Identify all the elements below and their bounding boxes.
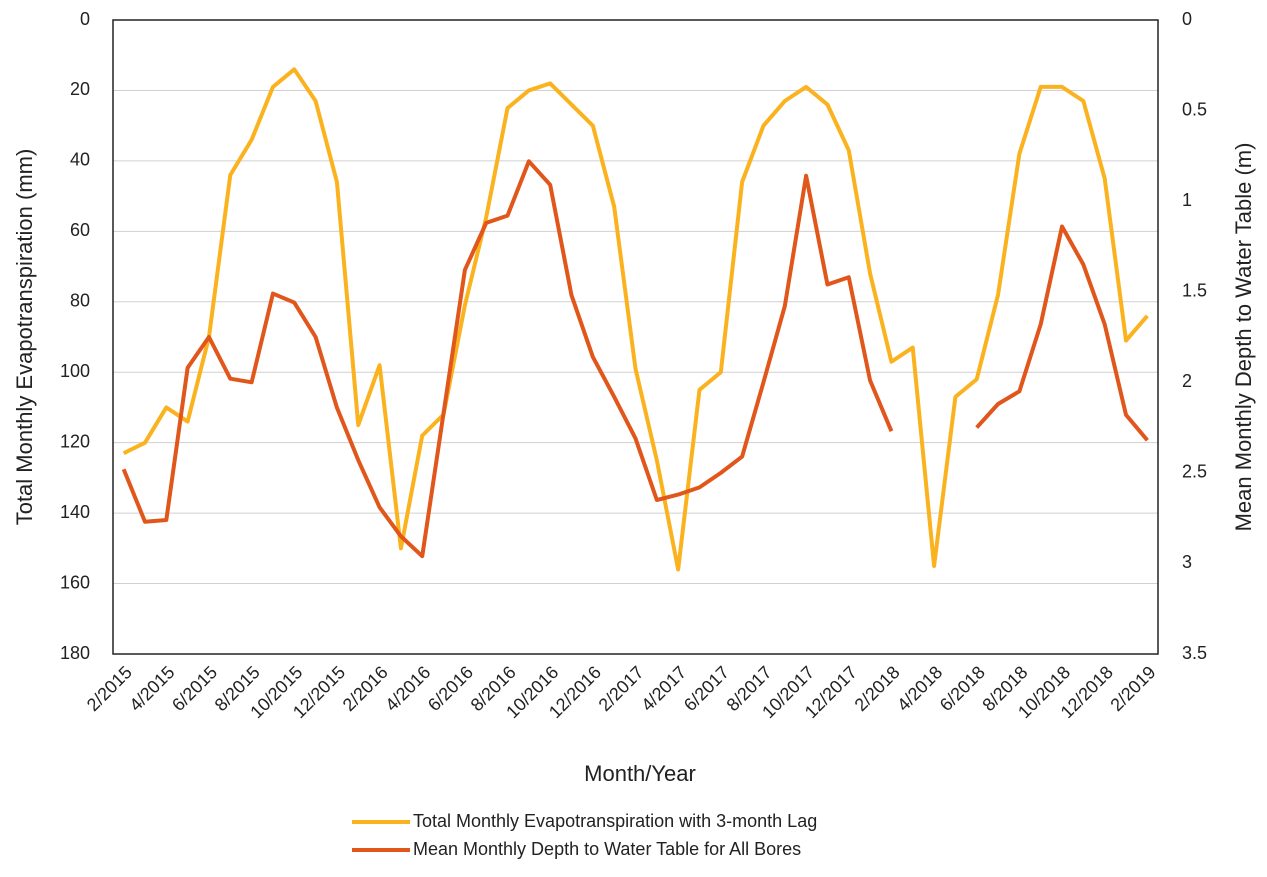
x-tick-label: 2/2019 <box>1106 662 1159 715</box>
y-tick-label: 0 <box>80 9 90 29</box>
series-line <box>121 159 1149 559</box>
y2-tick-label: 3.5 <box>1182 643 1207 663</box>
y-tick-label: 60 <box>70 220 90 240</box>
legend-label: Mean Monthly Depth to Water Table for Al… <box>413 839 801 859</box>
y2-tick-label: 1.5 <box>1182 280 1207 300</box>
x-tick-label: 6/2017 <box>680 662 733 715</box>
x-tick-label: 2/2016 <box>339 662 392 715</box>
x-axis-title: Month/Year <box>584 761 696 786</box>
x-tick-label: 6/2018 <box>936 662 989 715</box>
y2-tick-label: 1 <box>1182 190 1192 210</box>
x-tick-label: 4/2017 <box>637 662 690 715</box>
y2-tick-label: 2.5 <box>1182 462 1207 482</box>
y-tick-label: 120 <box>60 431 90 451</box>
series-line <box>122 67 1149 572</box>
y-tick-label: 100 <box>60 361 90 381</box>
y-tick-label: 20 <box>70 79 90 99</box>
x-tick-label: 4/2015 <box>125 662 178 715</box>
y-tick-label: 140 <box>60 502 90 522</box>
x-tick-label: 4/2018 <box>893 662 946 715</box>
legend-label: Total Monthly Evapotranspiration with 3-… <box>413 811 817 831</box>
y-tick-label: 180 <box>60 643 90 663</box>
x-tick-label: 6/2016 <box>424 662 477 715</box>
x-tick-label: 2/2018 <box>851 662 904 715</box>
y-tick-label: 160 <box>60 572 90 592</box>
y2-axis-title: Mean Monthly Depth to Water Table (m) <box>1231 143 1256 532</box>
y2-tick-label: 2 <box>1182 371 1192 391</box>
y-axis-title: Total Monthly Evapotranspiration (mm) <box>12 149 37 526</box>
x-tick-label: 4/2016 <box>381 662 434 715</box>
x-tick-label: 2/2017 <box>595 662 648 715</box>
plot-border <box>112 19 1159 655</box>
y2-tick-label: 0.5 <box>1182 99 1207 119</box>
y2-tick-label: 3 <box>1182 552 1192 572</box>
x-tick-label: 6/2015 <box>168 662 221 715</box>
y-tick-label: 80 <box>70 291 90 311</box>
y-tick-label: 40 <box>70 150 90 170</box>
y2-tick-label: 0 <box>1182 9 1192 29</box>
x-tick-label: 2/2015 <box>83 662 136 715</box>
